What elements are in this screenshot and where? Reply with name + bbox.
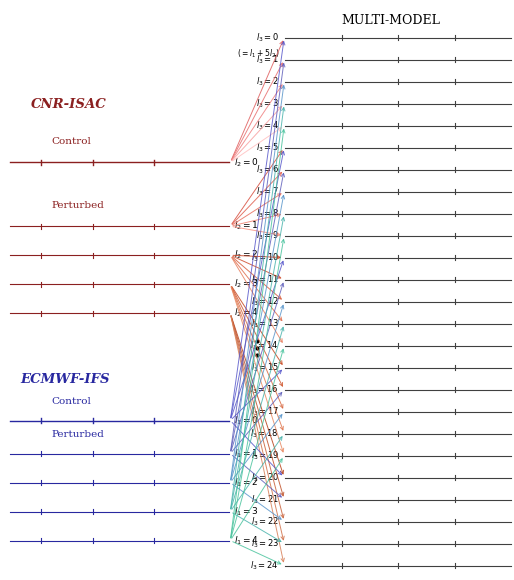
Text: $l_2 = 1$: $l_2 = 1$: [234, 220, 259, 233]
Text: MULTI-MODEL: MULTI-MODEL: [341, 14, 440, 27]
Text: $l_3 = 12$: $l_3 = 12$: [251, 295, 279, 308]
Text: $l_3 = 18$: $l_3 = 18$: [250, 427, 279, 440]
Text: $l_3 = 3$: $l_3 = 3$: [256, 97, 279, 110]
Text: $l_1 = 4$: $l_1 = 4$: [234, 534, 259, 547]
Text: CNR-ISAC: CNR-ISAC: [31, 98, 106, 111]
Text: $l_3 = 2$: $l_3 = 2$: [256, 75, 279, 88]
Text: $l_1 = 3$: $l_1 = 3$: [234, 505, 259, 518]
Text: $l_3 = 22$: $l_3 = 22$: [251, 515, 279, 528]
Text: $l_3 = 13$: $l_3 = 13$: [250, 317, 279, 330]
Text: $l_2 = 0$: $l_2 = 0$: [234, 156, 259, 169]
Text: Control: Control: [51, 397, 91, 406]
Text: $l_3 = 14$: $l_3 = 14$: [250, 339, 279, 352]
Text: $l_3 = 9$: $l_3 = 9$: [256, 229, 279, 242]
Text: $l_3 = 23$: $l_3 = 23$: [250, 537, 279, 550]
Text: $l_3 = 10$: $l_3 = 10$: [250, 251, 279, 264]
Text: $l_1 = 1$: $l_1 = 1$: [234, 447, 259, 460]
Text: $l_3 = 6$: $l_3 = 6$: [256, 164, 279, 176]
Text: $l_3 = 19$: $l_3 = 19$: [250, 450, 279, 462]
Text: $l_2 = 3$: $l_2 = 3$: [234, 278, 259, 291]
Text: $l_3 = 8$: $l_3 = 8$: [256, 208, 279, 220]
Text: Perturbed: Perturbed: [51, 201, 104, 210]
Text: $l_3 = 5$: $l_3 = 5$: [256, 142, 279, 154]
Text: $l_3 = 1$: $l_3 = 1$: [256, 53, 279, 66]
Text: Perturbed: Perturbed: [51, 430, 104, 439]
Text: $l_3 = 4$: $l_3 = 4$: [256, 119, 279, 132]
Text: $l_3 = 21$: $l_3 = 21$: [251, 493, 279, 506]
Text: $l_3 = 16$: $l_3 = 16$: [250, 383, 279, 396]
Text: $l_3 = 20$: $l_3 = 20$: [250, 472, 279, 484]
Text: $l_1 = 2$: $l_1 = 2$: [234, 476, 259, 489]
Text: $l_1 = 0$: $l_1 = 0$: [234, 414, 259, 427]
Text: Control: Control: [51, 137, 91, 146]
Text: $l_3 = 17$: $l_3 = 17$: [250, 405, 279, 418]
Text: $(= l_1 + 5l_2)$: $(= l_1 + 5l_2)$: [236, 48, 279, 60]
Text: $l_3 = 0$: $l_3 = 0$: [256, 31, 279, 44]
Text: $l_3 = 15$: $l_3 = 15$: [251, 361, 279, 374]
Text: $l_3 = 24$: $l_3 = 24$: [250, 559, 279, 572]
Text: $l_2 = 4$: $l_2 = 4$: [234, 307, 259, 320]
Text: $l_2 = 2$: $l_2 = 2$: [234, 249, 259, 262]
Text: ECMWF-IFS: ECMWF-IFS: [21, 374, 110, 386]
Text: $l_3 = 11$: $l_3 = 11$: [251, 273, 279, 286]
Text: $l_3 = 7$: $l_3 = 7$: [256, 186, 279, 198]
